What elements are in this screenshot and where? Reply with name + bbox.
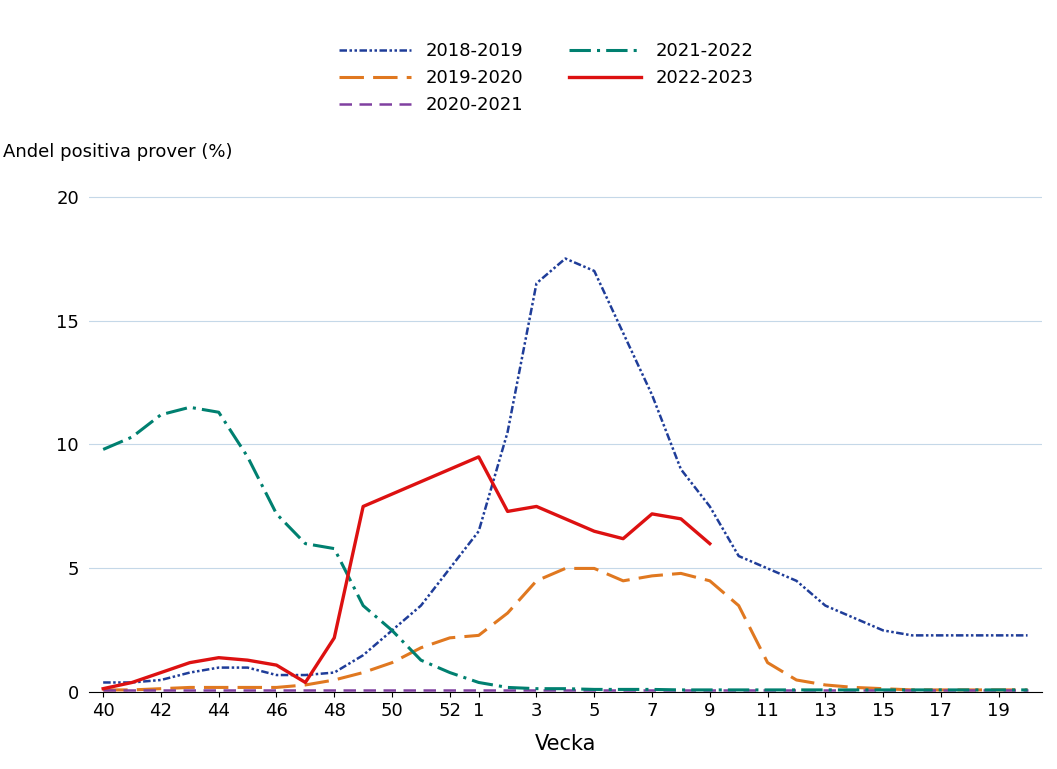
Text: Andel positiva prover (%): Andel positiva prover (%) <box>3 143 233 161</box>
Legend: 2018-2019, 2019-2020, 2020-2021, 2021-2022, 2022-2023: 2018-2019, 2019-2020, 2020-2021, 2021-20… <box>332 35 761 122</box>
X-axis label: Vecka: Vecka <box>535 734 596 754</box>
